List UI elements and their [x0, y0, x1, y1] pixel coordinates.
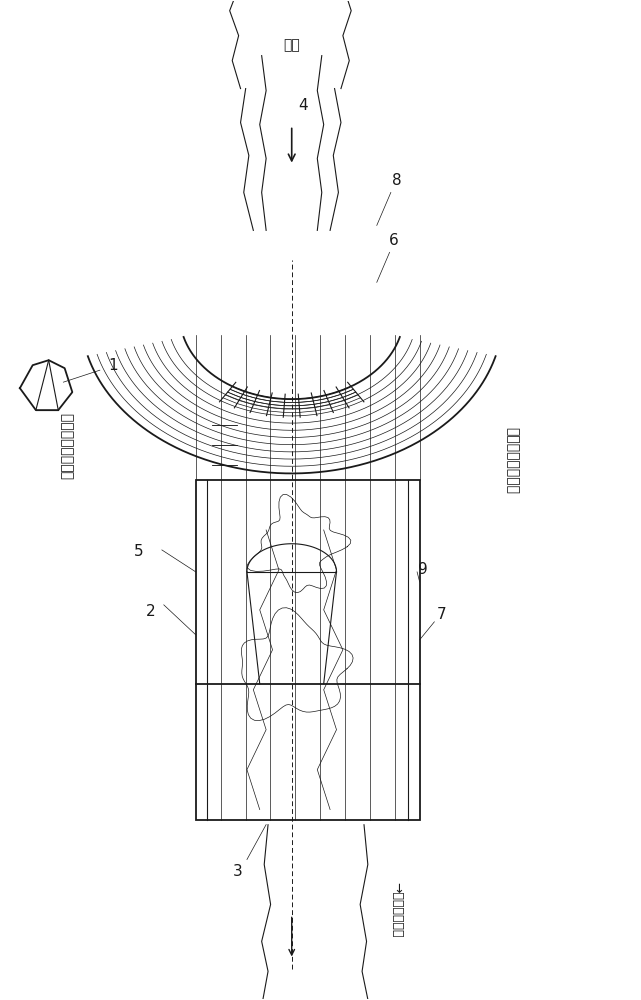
- Text: 4: 4: [298, 98, 308, 113]
- Text: →下游河道流向: →下游河道流向: [391, 882, 404, 937]
- Text: 2: 2: [146, 604, 156, 619]
- Text: 地形坡度陡的一岸: 地形坡度陡的一岸: [505, 427, 519, 494]
- Text: 6: 6: [389, 233, 399, 248]
- Text: 7: 7: [437, 607, 447, 622]
- Text: 9: 9: [418, 562, 428, 577]
- Text: 5: 5: [133, 544, 143, 559]
- Text: 1: 1: [108, 358, 117, 373]
- Bar: [196, 480, 420, 820]
- Text: 河道: 河道: [283, 39, 300, 53]
- Text: 3: 3: [233, 864, 242, 879]
- Text: 地形坡度缓的一岸: 地形坡度缓的一岸: [61, 412, 75, 479]
- Text: 8: 8: [392, 173, 402, 188]
